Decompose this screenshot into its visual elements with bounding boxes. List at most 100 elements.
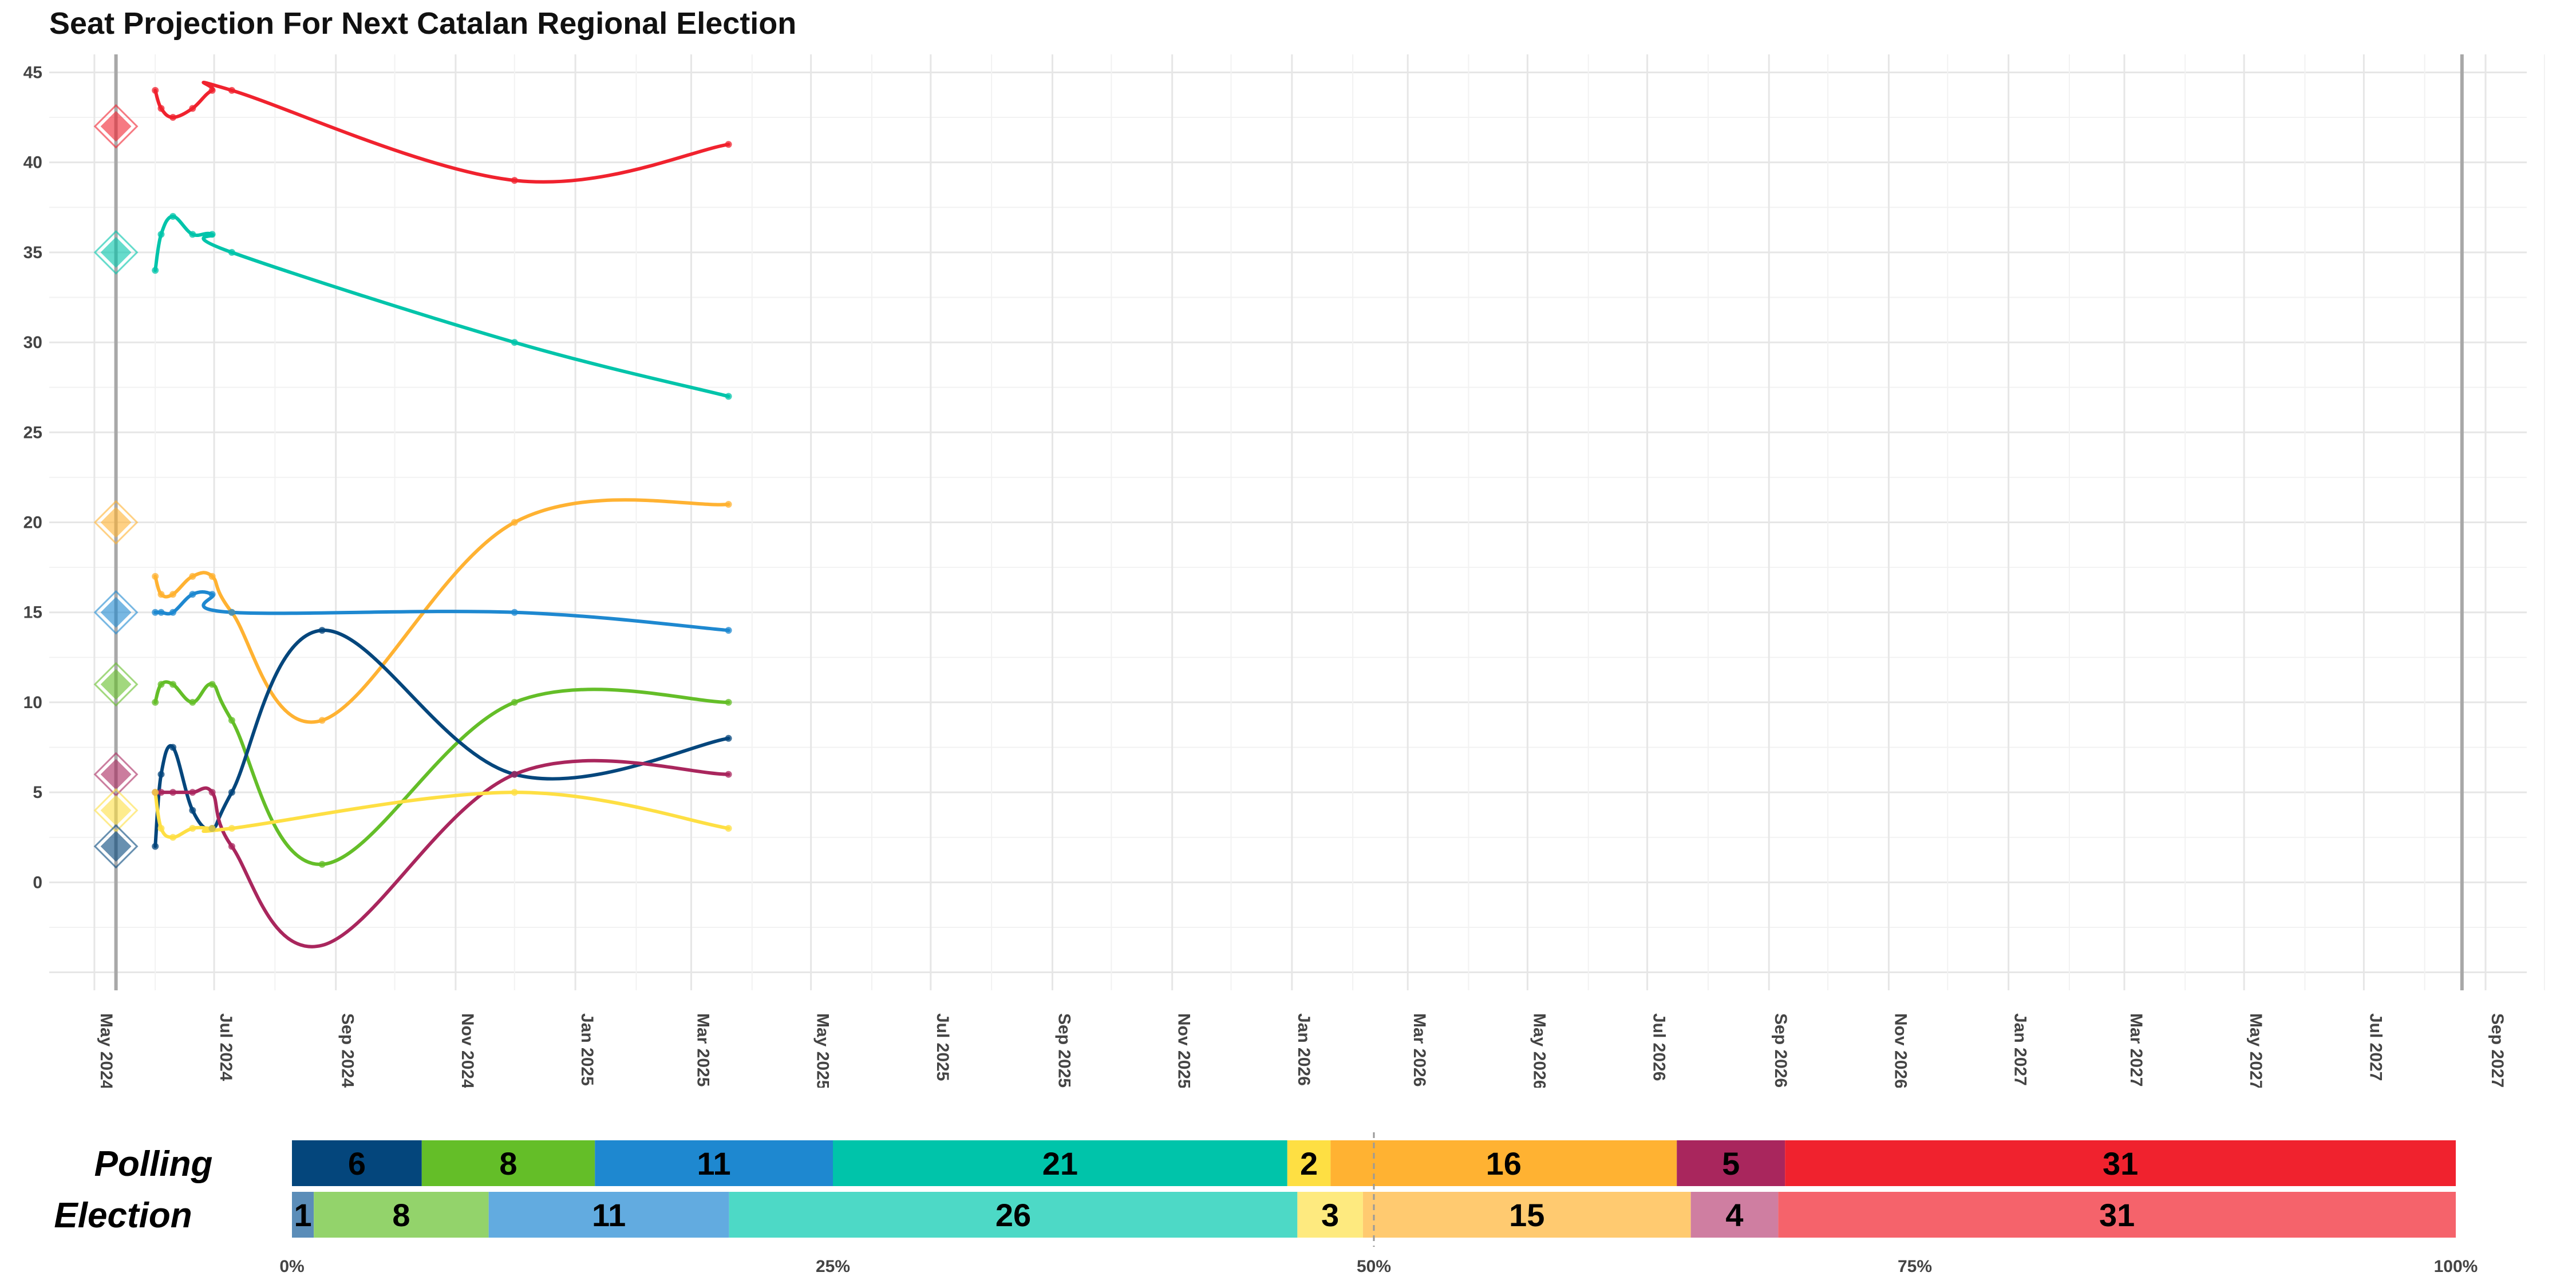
chart-title: Seat Projection For Next Catalan Regiona… (49, 6, 797, 41)
series-point (228, 609, 235, 616)
series-point (511, 789, 518, 796)
bar-row-label: Polling (94, 1144, 213, 1184)
bar-segment (1690, 1192, 1779, 1238)
bar-segment-label: 15 (1509, 1197, 1544, 1233)
y-tick-label: 30 (23, 333, 42, 352)
series-point (157, 825, 165, 832)
series-point (511, 339, 518, 346)
series-point (725, 501, 732, 508)
x-tick-label: Jan 2026 (1294, 1013, 1313, 1086)
series-point (157, 591, 165, 598)
series-point (169, 609, 177, 616)
series-line (153, 80, 730, 184)
x-tick-label: Nov 2025 (1175, 1013, 1194, 1088)
election-marker-outline (93, 104, 139, 149)
bar-segment (729, 1192, 1298, 1238)
y-tick-label: 10 (23, 693, 42, 712)
series-point (152, 267, 159, 274)
election-marker-outline (93, 824, 139, 869)
bar-segment-label: 31 (2103, 1145, 2138, 1182)
bar-segment (1778, 1192, 2456, 1238)
bar-segment-label: 26 (995, 1197, 1031, 1233)
series-point (152, 572, 159, 580)
series-point (511, 771, 518, 778)
election-marker (100, 236, 132, 268)
series-point (511, 519, 518, 526)
series-point (228, 86, 235, 94)
series-point (208, 825, 216, 832)
series-point (228, 825, 235, 832)
bar-segment (833, 1140, 1287, 1186)
series-point (725, 825, 732, 832)
x-tick-label: Sep 2026 (1771, 1013, 1790, 1088)
bar-segment (292, 1192, 314, 1238)
series-point (189, 105, 196, 112)
series-point (725, 771, 732, 778)
bar-segment-label: 11 (592, 1197, 626, 1233)
bar-segment (1362, 1192, 1691, 1238)
bar-segment-label: 2 (1300, 1145, 1318, 1182)
series-point (169, 591, 177, 598)
series-point (157, 609, 165, 616)
bar-segment-label: 1 (294, 1197, 312, 1233)
series-point (511, 177, 518, 184)
y-tick-label: 0 (33, 873, 42, 892)
series-point (228, 717, 235, 724)
bar-segment (488, 1192, 729, 1238)
election-marker-outline (93, 788, 139, 833)
bar-row-label: Election (54, 1196, 192, 1235)
bar-percent-tick: 75% (1898, 1257, 1932, 1276)
series-point (152, 698, 159, 706)
x-tick-label: Jul 2026 (1650, 1013, 1669, 1081)
x-tick-label: Sep 2024 (338, 1013, 357, 1088)
series-point (189, 807, 196, 814)
series-point (208, 572, 216, 580)
election-marker-outline (93, 662, 139, 707)
x-tick-label: Jan 2027 (2011, 1013, 2030, 1086)
series-point (228, 789, 235, 796)
bar-percent-tick: 25% (816, 1257, 850, 1276)
series-line (153, 758, 730, 949)
election-marker-outline (93, 500, 139, 545)
election-marker-outline (93, 590, 139, 635)
x-tick-label: May 2025 (813, 1013, 832, 1088)
series-point (157, 771, 165, 778)
x-tick-label: Jul 2024 (216, 1013, 235, 1081)
y-tick-label: 25 (23, 423, 42, 442)
series-point (189, 591, 196, 598)
bar-percent-tick: 0% (279, 1257, 304, 1276)
x-tick-label: Nov 2024 (458, 1013, 477, 1088)
series-line (153, 214, 730, 398)
x-tick-label: Jan 2025 (578, 1013, 596, 1086)
bar-segment (1785, 1140, 2456, 1186)
x-tick-label: Sep 2027 (2488, 1013, 2507, 1088)
bar-segment-label: 8 (499, 1145, 517, 1182)
series-point (152, 86, 159, 94)
bar-segment (595, 1140, 833, 1186)
series-point (228, 248, 235, 256)
x-tick-label: May 2027 (2246, 1013, 2265, 1088)
y-axis-ticks: 0 5 10 15 20 25 30 35 40 45 (23, 63, 42, 892)
bar-segment-label: 31 (2099, 1197, 2135, 1233)
series-point (318, 860, 326, 868)
bar-segment-label: 16 (1486, 1145, 1522, 1182)
series-point (189, 825, 196, 832)
series-point (208, 681, 216, 688)
x-tick-label: Mar 2026 (1410, 1013, 1429, 1086)
series-line (153, 791, 730, 839)
bar-segment-label: 3 (1321, 1197, 1339, 1233)
bar-segment-label: 5 (1722, 1145, 1740, 1182)
seat-projection-line-chart: 0 5 10 15 20 25 30 35 40 45 May 2024 Jul 2024 Sep 2… (23, 54, 2545, 1088)
series-point (169, 744, 177, 751)
series-point (208, 86, 216, 94)
x-tick-label: Nov 2026 (1891, 1013, 1910, 1088)
x-tick-label: Mar 2027 (2127, 1013, 2146, 1086)
election-marker-outline (93, 230, 139, 275)
bar-percent-ticks: 0% 25% 50% 75% 100% (279, 1257, 2478, 1276)
series-point (725, 698, 732, 706)
series-point (157, 231, 165, 238)
series-line (153, 590, 730, 633)
series-point (189, 698, 196, 706)
series-point (725, 141, 732, 148)
series-point (208, 591, 216, 598)
